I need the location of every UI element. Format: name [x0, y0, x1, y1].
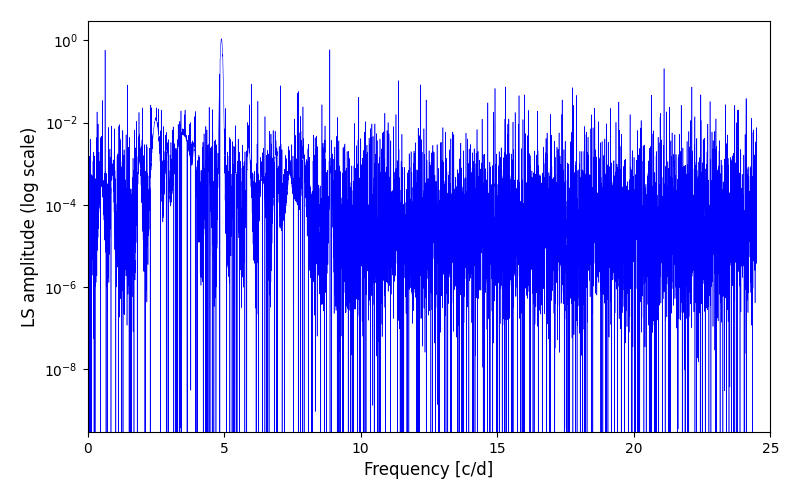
Y-axis label: LS amplitude (log scale): LS amplitude (log scale) [21, 126, 39, 326]
X-axis label: Frequency [c/d]: Frequency [c/d] [364, 461, 494, 479]
